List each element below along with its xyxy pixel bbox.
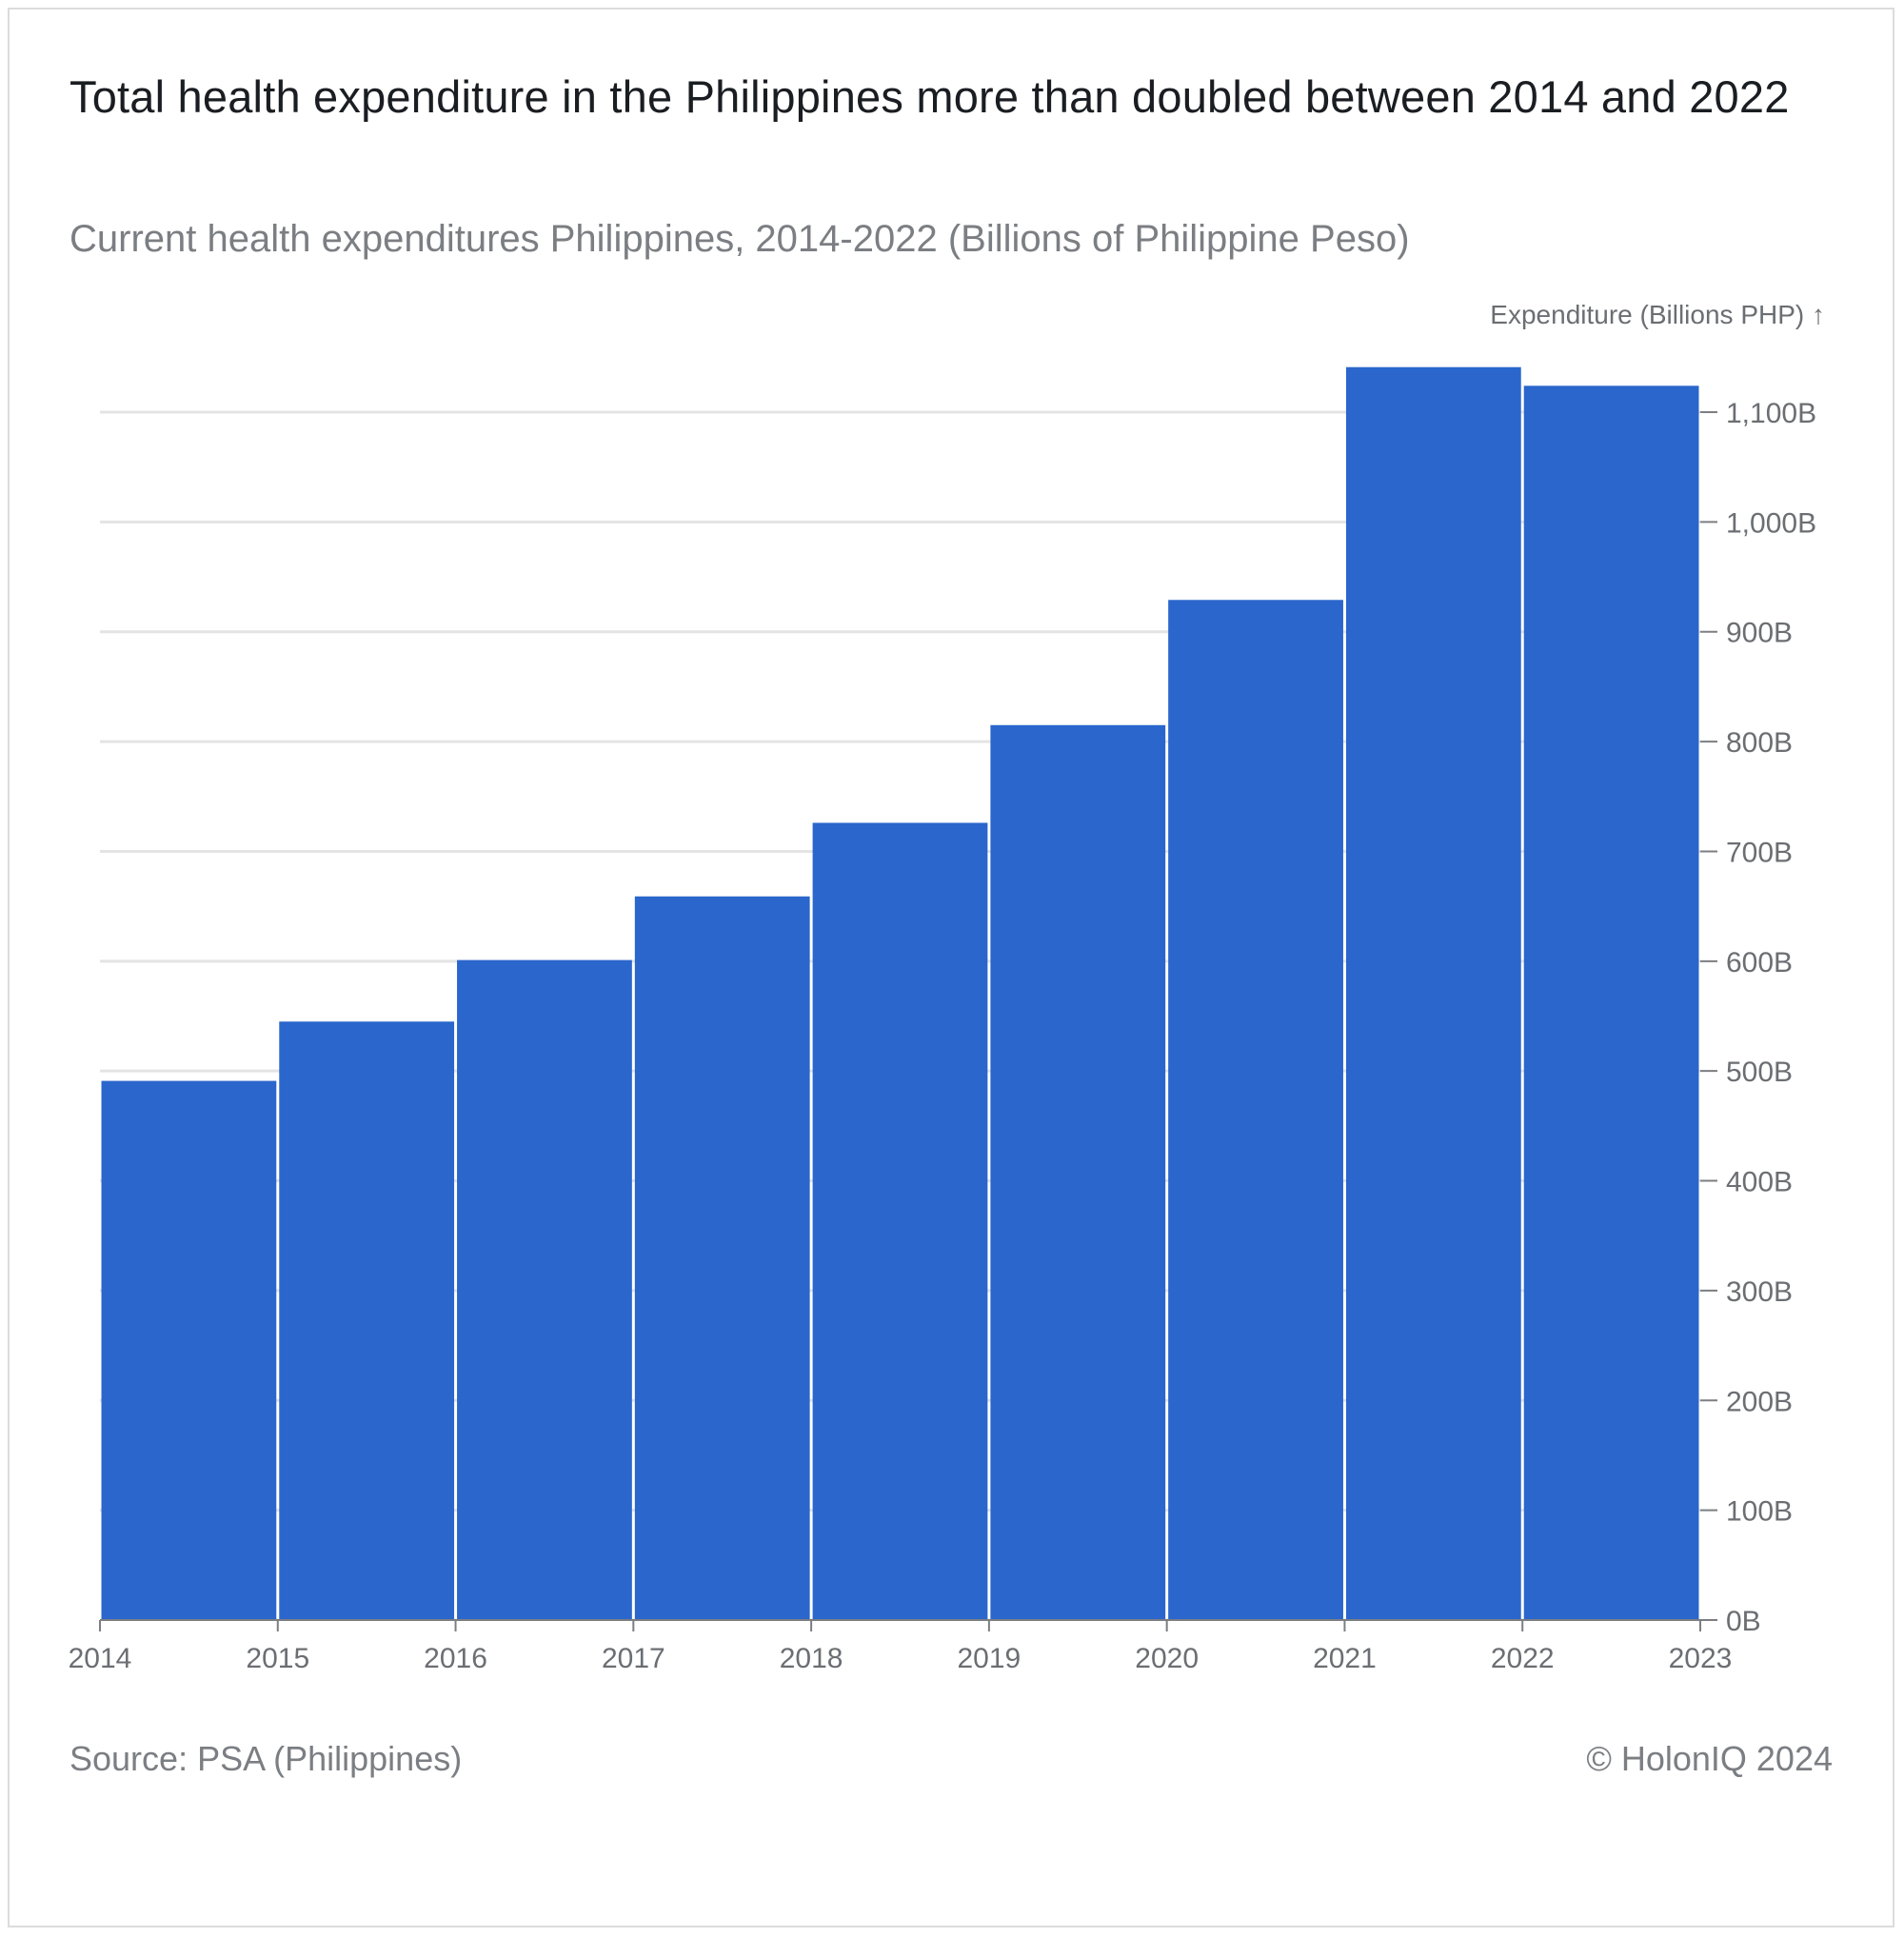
x-tick-label: 2015: [246, 1643, 309, 1674]
y-tick-label: 400B: [1726, 1167, 1793, 1198]
y-tick-label: 900B: [1726, 618, 1793, 649]
x-tick-label: 2023: [1669, 1643, 1733, 1674]
x-tick-label: 2016: [424, 1643, 487, 1674]
y-tick-label: 1,000B: [1726, 507, 1816, 539]
copyright-credit: © HolonIQ 2024: [1586, 1739, 1833, 1778]
bar-2018: [812, 822, 988, 1620]
bar-2019: [990, 724, 1166, 1620]
bar-2022: [1523, 385, 1699, 1620]
y-axis-label: Expenditure (Billions PHP) ↑: [1490, 300, 1825, 329]
x-tick-label: 2014: [69, 1643, 132, 1674]
bar-chart: 2014 2015 2016 2017 2018 2019 2020 2021 2022 2023…: [69, 300, 1825, 1674]
bar-2014: [101, 1080, 277, 1620]
y-tick-label: 200B: [1726, 1386, 1793, 1417]
chart-title: Total health expenditure in the Philippi…: [69, 71, 1790, 122]
x-tick-label: 2021: [1313, 1643, 1377, 1674]
y-tick-label: 700B: [1726, 837, 1793, 868]
y-tick-label: 100B: [1726, 1496, 1793, 1528]
bar-2020: [1168, 600, 1343, 1621]
y-tick-label: 1,100B: [1726, 398, 1816, 429]
bar-2017: [634, 896, 810, 1620]
y-tick-label: 0B: [1726, 1606, 1761, 1637]
y-tick-label: 600B: [1726, 947, 1793, 978]
bars: [101, 366, 1699, 1621]
x-tick-label: 2018: [780, 1643, 843, 1674]
y-tick-label: 500B: [1726, 1057, 1793, 1088]
chart-subtitle: Current health expenditures Philippines,…: [69, 218, 1410, 260]
y-tick-label: 300B: [1726, 1276, 1793, 1308]
y-tick-label: 800B: [1726, 727, 1793, 759]
x-tick-label: 2019: [958, 1643, 1021, 1674]
bar-2016: [457, 959, 632, 1620]
axes: 2014 2015 2016 2017 2018 2019 2020 2021 2022 2023…: [69, 398, 1816, 1674]
source-note: Source: PSA (Philippines): [69, 1739, 463, 1778]
bar-2015: [279, 1021, 455, 1620]
bar-2021: [1345, 366, 1521, 1620]
x-tick-label: 2020: [1135, 1643, 1199, 1674]
x-tick-label: 2017: [602, 1643, 665, 1674]
x-tick-label: 2022: [1491, 1643, 1555, 1674]
